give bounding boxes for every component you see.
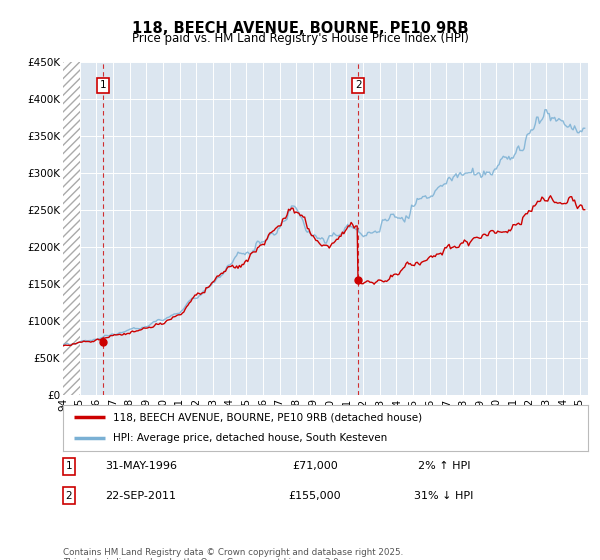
Text: 118, BEECH AVENUE, BOURNE, PE10 9RB (detached house): 118, BEECH AVENUE, BOURNE, PE10 9RB (det…: [113, 412, 422, 422]
Text: HPI: Average price, detached house, South Kesteven: HPI: Average price, detached house, Sout…: [113, 433, 387, 444]
Text: £155,000: £155,000: [289, 491, 341, 501]
Text: Price paid vs. HM Land Registry's House Price Index (HPI): Price paid vs. HM Land Registry's House …: [131, 32, 469, 45]
Text: 118, BEECH AVENUE, BOURNE, PE10 9RB: 118, BEECH AVENUE, BOURNE, PE10 9RB: [132, 21, 468, 36]
Text: £71,000: £71,000: [292, 461, 338, 472]
Text: 2% ↑ HPI: 2% ↑ HPI: [418, 461, 470, 472]
Text: 31% ↓ HPI: 31% ↓ HPI: [415, 491, 473, 501]
Text: 22-SEP-2011: 22-SEP-2011: [106, 491, 176, 501]
Text: 1: 1: [65, 461, 73, 472]
Text: Contains HM Land Registry data © Crown copyright and database right 2025.
This d: Contains HM Land Registry data © Crown c…: [63, 548, 403, 560]
Text: 31-MAY-1996: 31-MAY-1996: [105, 461, 177, 472]
Text: 2: 2: [355, 80, 362, 90]
Bar: [63, 62, 80, 395]
Text: 1: 1: [100, 80, 107, 90]
Text: 2: 2: [65, 491, 73, 501]
